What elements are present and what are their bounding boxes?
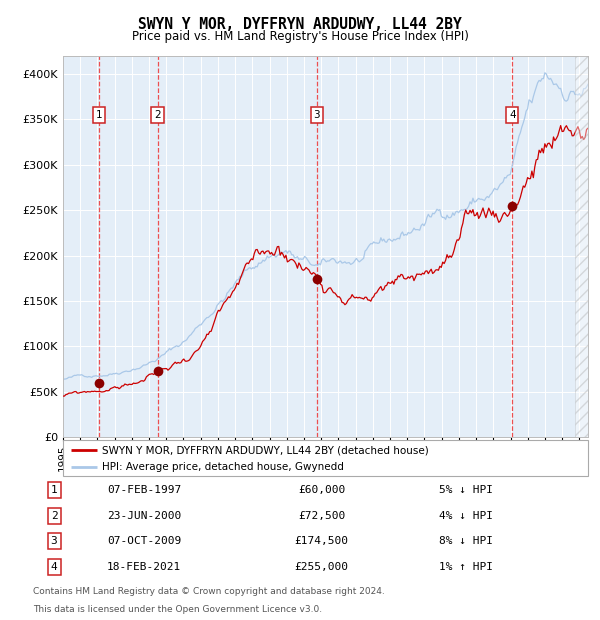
Text: Price paid vs. HM Land Registry's House Price Index (HPI): Price paid vs. HM Land Registry's House … [131, 30, 469, 43]
Bar [575, 56, 588, 437]
Text: £255,000: £255,000 [295, 562, 349, 572]
Text: HPI: Average price, detached house, Gwynedd: HPI: Average price, detached house, Gwyn… [103, 462, 344, 472]
Text: £174,500: £174,500 [295, 536, 349, 546]
Text: 1: 1 [51, 485, 58, 495]
Text: This data is licensed under the Open Government Licence v3.0.: This data is licensed under the Open Gov… [33, 604, 322, 614]
Text: 1: 1 [96, 110, 103, 120]
Text: Contains HM Land Registry data © Crown copyright and database right 2024.: Contains HM Land Registry data © Crown c… [33, 587, 385, 596]
Text: 3: 3 [51, 536, 58, 546]
Text: 4: 4 [51, 562, 58, 572]
Text: 4% ↓ HPI: 4% ↓ HPI [439, 511, 493, 521]
Text: 8% ↓ HPI: 8% ↓ HPI [439, 536, 493, 546]
Text: 1% ↑ HPI: 1% ↑ HPI [439, 562, 493, 572]
Text: 3: 3 [314, 110, 320, 120]
Text: £72,500: £72,500 [298, 511, 345, 521]
Text: 4: 4 [509, 110, 515, 120]
Text: SWYN Y MOR, DYFFRYN ARDUDWY, LL44 2BY: SWYN Y MOR, DYFFRYN ARDUDWY, LL44 2BY [138, 17, 462, 32]
Text: 5% ↓ HPI: 5% ↓ HPI [439, 485, 493, 495]
Text: SWYN Y MOR, DYFFRYN ARDUDWY, LL44 2BY (detached house): SWYN Y MOR, DYFFRYN ARDUDWY, LL44 2BY (d… [103, 445, 429, 455]
Text: £60,000: £60,000 [298, 485, 345, 495]
Text: 2: 2 [51, 511, 58, 521]
Text: 07-OCT-2009: 07-OCT-2009 [107, 536, 181, 546]
Text: 23-JUN-2000: 23-JUN-2000 [107, 511, 181, 521]
Text: 2: 2 [154, 110, 161, 120]
Text: 18-FEB-2021: 18-FEB-2021 [107, 562, 181, 572]
Text: 07-FEB-1997: 07-FEB-1997 [107, 485, 181, 495]
